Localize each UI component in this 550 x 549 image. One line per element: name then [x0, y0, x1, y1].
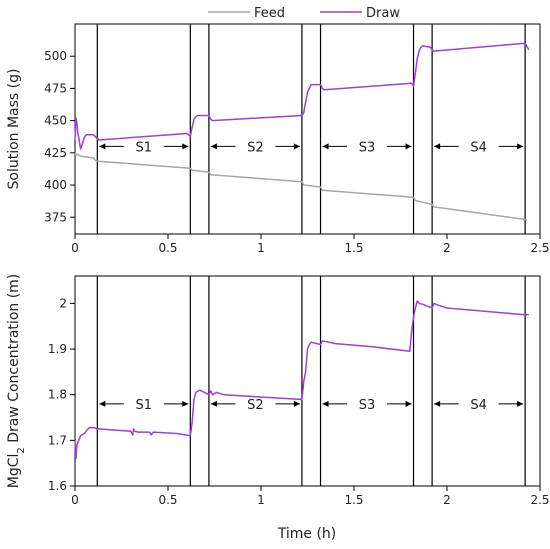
mass-stage-s2-arrowhead-right: [293, 143, 300, 150]
concentration-stage-s1-arrowhead-left: [99, 400, 106, 407]
concentration-dividers: [96, 276, 526, 486]
mass-y-tick-label: 375: [44, 210, 67, 224]
mass-stage-s1-label: S1: [136, 140, 153, 155]
concentration-x-tick-label: 2.5: [530, 493, 549, 507]
mass-series-feed: [74, 152, 528, 221]
concentration-stage-s1-label: S1: [136, 398, 153, 413]
mass-stage-s1-arrowhead-left: [99, 143, 106, 150]
concentration-series-draw: [74, 300, 529, 460]
concentration-stage-s4-arrowhead-right: [517, 400, 524, 407]
mass-x-tick-label: 2: [443, 241, 451, 255]
concentration-stage-s3-label: S3: [359, 398, 376, 413]
mass-y-ticks: 375 400 425 450 475 500: [44, 49, 75, 224]
mass-stage-s2-arrowhead-left: [210, 143, 217, 150]
mass-stage-s4-arrowhead-left: [434, 143, 441, 150]
legend-draw-label: Draw: [366, 6, 400, 21]
mass-stage-s3-arrowhead-right: [405, 143, 412, 150]
mass-x-tick-label: 0: [71, 241, 79, 255]
concentration-annotations: S1 S2 S3 S4: [99, 398, 524, 413]
concentration-stage-s2-arrowhead-left: [210, 400, 217, 407]
mass-x-tick-label: 0.5: [158, 241, 177, 255]
concentration-stage-s4-label: S4: [470, 398, 487, 413]
mass-x-tick-label: 1.5: [344, 241, 363, 255]
mass-stage-s4-arrowhead-right: [517, 143, 524, 150]
mass-stage-s1-arrowhead-right: [182, 143, 189, 150]
concentration-panel: S1 S2 S3 S4 0 0.5 1 1.5 2 2.5 1.6 1.7 1.8 1.9 2 MgCl…: [6, 274, 550, 542]
mass-series: [74, 42, 530, 221]
legend-feed-label: Feed: [254, 6, 285, 21]
mass-dividers: [96, 24, 526, 234]
concentration-y-tick-label: 2: [59, 296, 67, 310]
mass-x-tick-label: 1: [257, 241, 265, 255]
concentration-y-tick-label: 1.8: [48, 388, 67, 402]
mass-annotations: S1 S2 S3 S4: [99, 140, 524, 155]
legend: Feed Draw: [208, 6, 400, 21]
mass-stage-s3-label: S3: [359, 140, 376, 155]
concentration-x-tick-label: 2: [443, 493, 451, 507]
concentration-x-tick-label: 0: [71, 493, 79, 507]
x-axis-label: Time (h): [277, 526, 337, 542]
concentration-x-tick-label: 0.5: [158, 493, 177, 507]
mass-series-draw: [74, 42, 530, 150]
mass-stage-s4-label: S4: [470, 140, 487, 155]
mass-y-axis-label: Solution Mass (g): [6, 69, 22, 190]
mass-panel: S1 S2 S3 S4 0 0.5 1 1.5 2 2.5 375 400 425 450 475 500…: [6, 6, 550, 255]
mass-stage-s2-label: S2: [247, 140, 264, 155]
mass-stage-s3-arrowhead-left: [322, 143, 329, 150]
mass-y-tick-label: 475: [44, 81, 67, 95]
mass-y-tick-label: 425: [44, 146, 67, 160]
concentration-stage-s2-arrowhead-right: [293, 400, 300, 407]
concentration-stage-s4-arrowhead-left: [434, 400, 441, 407]
mass-plot-frame: [74, 23, 541, 235]
mass-y-tick-label: 400: [44, 178, 67, 192]
concentration-y-tick-label: 1.7: [48, 433, 67, 447]
mass-x-tick-label: 2.5: [530, 241, 549, 255]
concentration-stage-s3-arrowhead-right: [405, 400, 412, 407]
concentration-series: [74, 300, 529, 460]
concentration-y-tick-label: 1.9: [48, 342, 67, 356]
concentration-plot-frame: [74, 275, 541, 487]
concentration-stage-s2-label: S2: [247, 398, 264, 413]
concentration-x-tick-label: 1: [257, 493, 265, 507]
concentration-x-tick-label: 1.5: [344, 493, 363, 507]
concentration-y-tick-label: 1.6: [48, 479, 67, 493]
concentration-y-axis-label: MgCl2 Draw Concentration (m): [6, 274, 27, 489]
mass-y-tick-label: 450: [44, 114, 67, 128]
concentration-stage-s1-arrowhead-right: [182, 400, 189, 407]
concentration-stage-s3-arrowhead-left: [322, 400, 329, 407]
mass-y-tick-label: 500: [44, 49, 67, 63]
mass-x-ticks: 0 0.5 1 1.5 2 2.5: [71, 234, 550, 255]
concentration-x-ticks: 0 0.5 1 1.5 2 2.5: [71, 486, 550, 507]
concentration-y-ticks: 1.6 1.7 1.8 1.9 2: [48, 296, 75, 493]
